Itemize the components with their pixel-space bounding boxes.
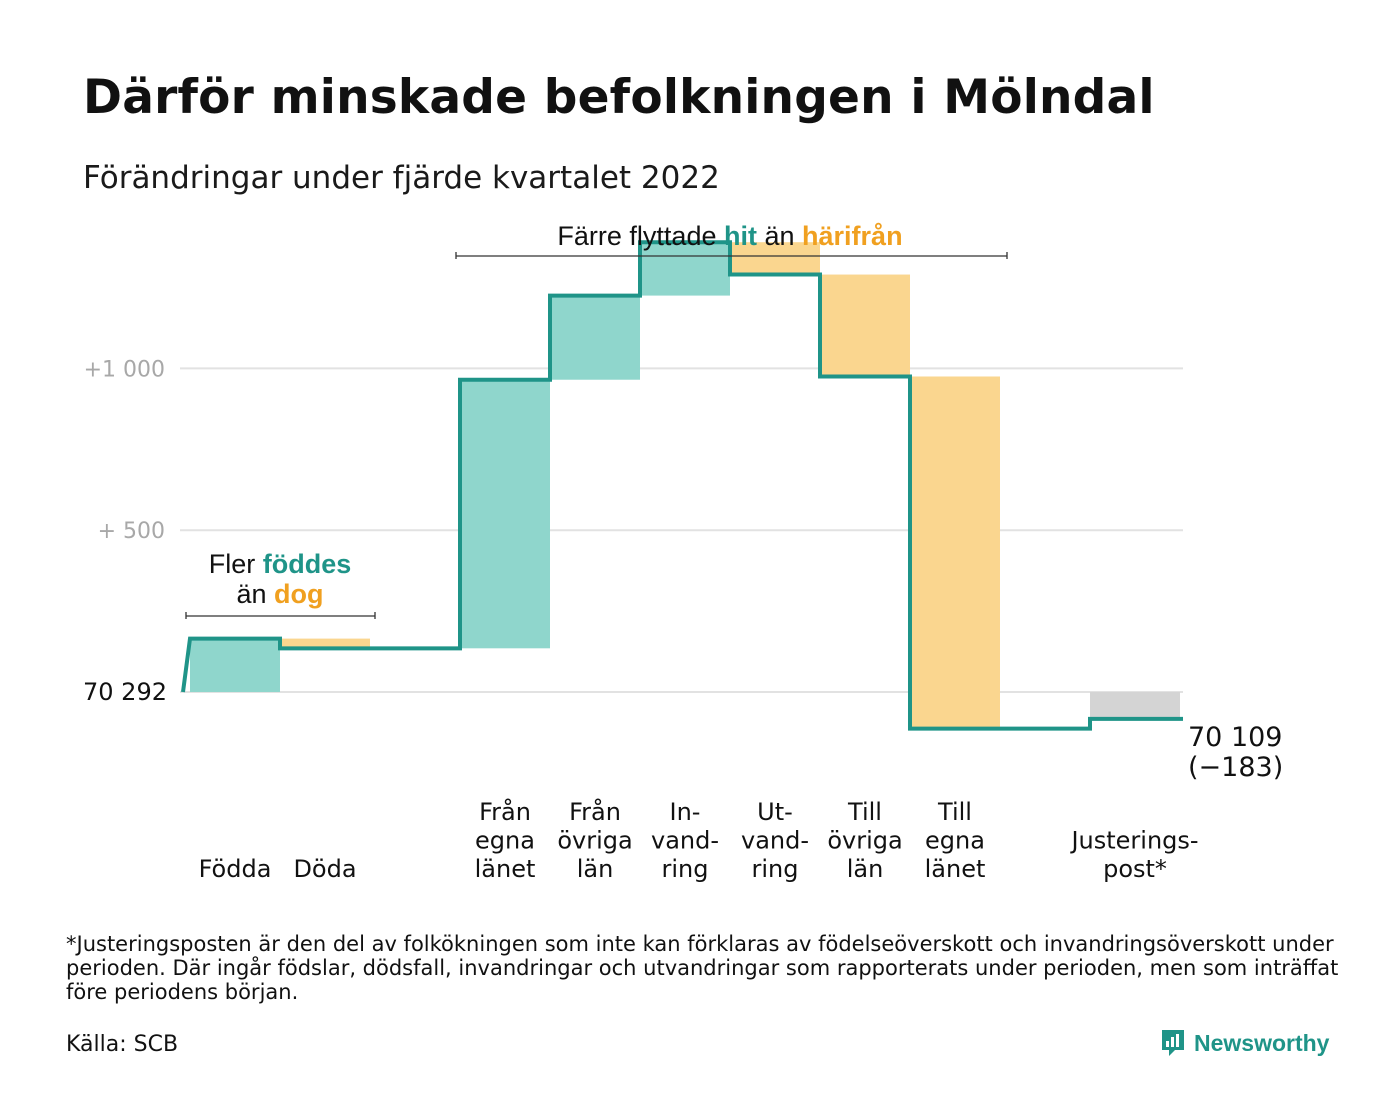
brand-name: Newsworthy — [1194, 1029, 1330, 1056]
migration-annotation: Färre flyttade hit än härifrån — [455, 221, 1008, 259]
x-category-label: egna — [475, 827, 535, 855]
x-category-label: Från — [479, 797, 531, 826]
x-category-label: län — [577, 855, 614, 883]
x-category-label: In- — [670, 798, 701, 826]
x-category-label: vand- — [651, 827, 719, 855]
bar-In-vand-ring — [640, 242, 730, 296]
annotation-bracket — [455, 252, 1008, 259]
x-category-label: övriga — [557, 827, 632, 855]
x-category-label: övriga — [827, 827, 902, 855]
x-category-label: Från — [569, 797, 621, 826]
x-category-label: Justerings- — [1069, 827, 1198, 855]
x-category-label: Födda — [199, 855, 272, 883]
x-category-label: Till — [847, 798, 882, 826]
cumulative-step-line — [181, 240, 1183, 731]
x-category-label: Till — [937, 798, 972, 826]
bar-Ut-vand-ring — [730, 242, 820, 275]
annotation-line-2: än dog — [236, 579, 323, 609]
end-change-label: (−183) — [1188, 752, 1283, 783]
footnote: *Justeringsposten är den del av folkökni… — [66, 932, 1339, 1004]
bar-Födda — [190, 638, 280, 692]
bar-Till övriga län — [820, 274, 910, 377]
bar-Döda — [280, 638, 370, 649]
start-value-label: 70 292 — [83, 678, 167, 706]
annotation-bracket — [185, 612, 376, 619]
gridlines — [180, 367, 1183, 693]
x-category-label: länet — [475, 855, 536, 883]
bars — [190, 242, 1180, 729]
bar-Från egna länet — [460, 379, 550, 649]
x-category-label: vand- — [741, 827, 809, 855]
bar-Justerings-post* — [1090, 692, 1180, 719]
x-category-label: post* — [1103, 855, 1167, 883]
x-category-label: Ut- — [757, 798, 793, 826]
x-category-label: Döda — [293, 855, 356, 883]
source-label: Källa: SCB — [66, 1032, 179, 1057]
x-category-label: ring — [752, 855, 799, 883]
end-value-label: 70 109 — [1188, 722, 1282, 753]
chart-title: Därför minskade befolkningen i Mölndal — [83, 70, 1155, 125]
annotation-line-1: Fler föddes — [209, 549, 352, 579]
x-category-label: länet — [925, 855, 986, 883]
bar-Till egna länet — [910, 376, 1000, 729]
x-category-label: ring — [662, 855, 709, 883]
x-category-label: län — [847, 855, 884, 883]
births-deaths-annotation: Fler föddes än dog — [185, 549, 376, 619]
newsworthy-logo-icon — [1162, 1030, 1184, 1056]
chart-subtitle: Förändringar under fjärde kvartalet 2022 — [83, 160, 720, 196]
x-category-label: egna — [925, 827, 985, 855]
brand-logo[interactable]: Newsworthy — [1160, 1028, 1329, 1058]
bar-Från övriga län — [550, 295, 640, 380]
y-tick-label: +1 000 — [84, 357, 165, 382]
y-tick-label: + 500 — [98, 519, 165, 544]
annotation-migration-text: Färre flyttade hit än härifrån — [557, 221, 902, 251]
